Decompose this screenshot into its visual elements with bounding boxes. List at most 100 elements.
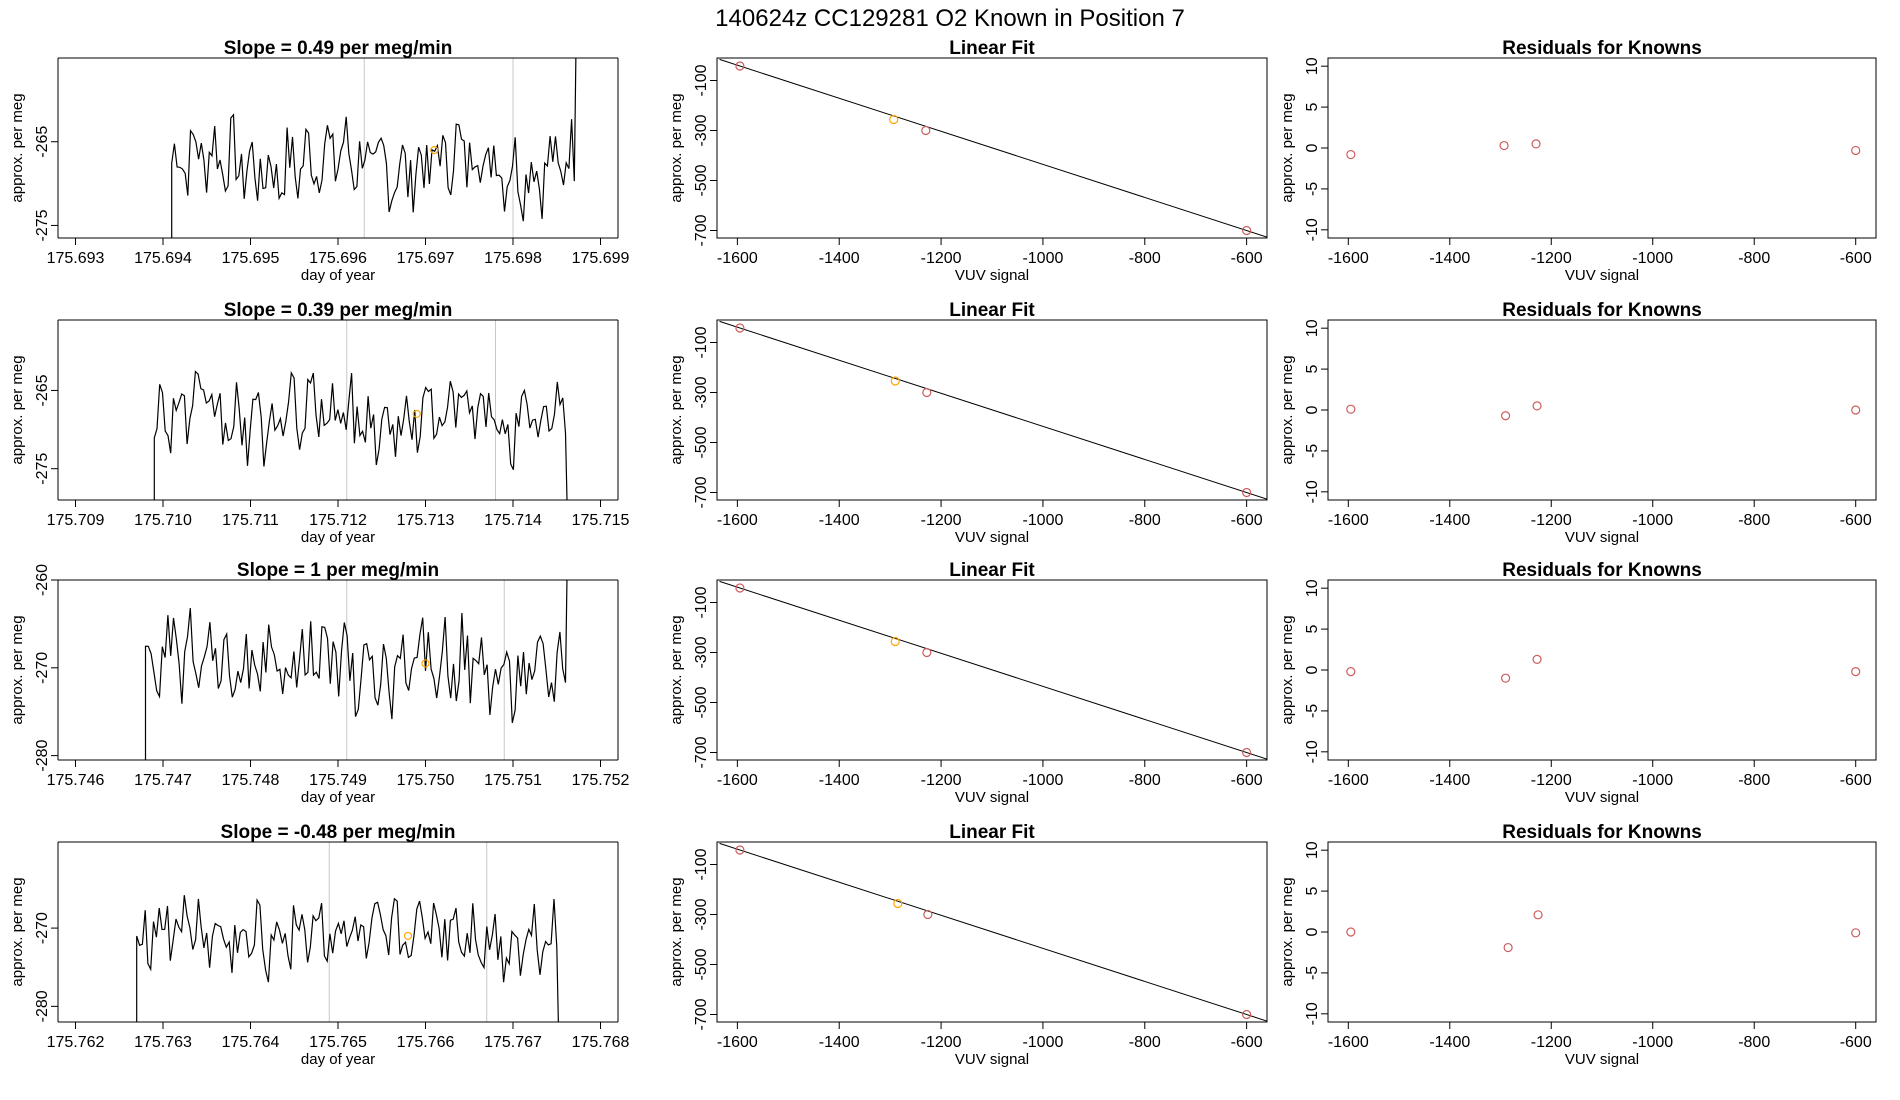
x-tick-label: 175.748 — [222, 772, 280, 789]
y-tick-label: 5 — [1304, 103, 1321, 112]
panel-residual-row-3: Residuals for Knowns -1600 -1400 -1200 -1000… — [1279, 560, 1877, 806]
x-axis-label: VUV signal — [1565, 267, 1639, 284]
x-tick-label: 175.696 — [309, 250, 367, 267]
data-point — [1242, 1009, 1252, 1020]
panel-title: Residuals for Knowns — [1502, 560, 1702, 581]
y-tick-label: -275 — [34, 453, 51, 485]
data-point — [1500, 673, 1511, 683]
x-tick-label: -800 — [1738, 250, 1770, 267]
fit-line — [719, 580, 1267, 760]
y-tick-label: 10 — [1304, 57, 1321, 75]
plot-frame — [716, 579, 1268, 761]
data-point — [1346, 667, 1356, 677]
data-point — [1851, 145, 1861, 156]
panel-data — [719, 58, 1267, 238]
signal-trace — [153, 370, 568, 500]
y-tick-label: -100 — [693, 586, 710, 618]
x-tick-label: -1200 — [1531, 1034, 1572, 1051]
y-tick-label: -700 — [693, 476, 710, 508]
y-axis-label: approx. per meg — [668, 93, 685, 202]
data-point — [1532, 401, 1542, 411]
plot-frame — [716, 841, 1268, 1023]
x-tick-label: -1600 — [717, 512, 758, 529]
data-point — [1346, 149, 1356, 160]
fit-line — [719, 842, 1267, 1022]
y-tick-label: -500 — [693, 686, 710, 718]
x-tick-label: -600 — [1231, 512, 1263, 529]
x-tick-label: -600 — [1840, 250, 1872, 267]
x-tick-label: 175.695 — [222, 250, 280, 267]
data-point — [1242, 487, 1252, 498]
x-tick-label: -1400 — [819, 772, 860, 789]
x-tick-label: 175.767 — [484, 1034, 542, 1051]
panel-fit-row-4: Linear Fit -1600 -1400 -1200 -1000 -800 -600 -1… — [668, 822, 1268, 1068]
x-axis-label: VUV signal — [955, 529, 1029, 546]
y-tick-label: 0 — [1304, 405, 1321, 414]
x-tick-label: 175.698 — [484, 250, 542, 267]
data-point — [735, 323, 745, 333]
signal-trace — [144, 580, 568, 760]
data-point — [893, 898, 903, 909]
x-tick-label: 175.714 — [484, 512, 542, 529]
x-tick-label: -1600 — [717, 1034, 758, 1051]
y-tick-label: 0 — [1304, 927, 1321, 936]
x-tick-label: -600 — [1231, 1034, 1263, 1051]
data-point — [921, 125, 931, 136]
x-tick-label: -1600 — [1328, 250, 1369, 267]
x-tick-label: -1400 — [819, 1034, 860, 1051]
x-tick-label: -600 — [1231, 250, 1263, 267]
panel-data — [1346, 910, 1861, 953]
x-tick-label: 175.749 — [309, 772, 367, 789]
x-tick-label: -1200 — [1531, 512, 1572, 529]
x-tick-label: -1200 — [1531, 772, 1572, 789]
x-tick-label: -1000 — [1632, 1034, 1673, 1051]
data-point — [889, 114, 899, 125]
y-axis-label: approx. per meg — [668, 615, 685, 724]
x-tick-label: 175.693 — [47, 250, 105, 267]
data-point — [922, 387, 932, 398]
data-point — [890, 376, 900, 386]
x-tick-label: 175.750 — [397, 772, 455, 789]
y-tick-label: -500 — [693, 426, 710, 458]
y-tick-label: -5 — [1304, 182, 1321, 196]
y-tick-label: -10 — [1304, 218, 1321, 241]
x-tick-label: 175.699 — [572, 250, 630, 267]
x-tick-label: -800 — [1129, 512, 1161, 529]
y-axis-label: approx. per meg — [1279, 615, 1296, 724]
panel-data — [1346, 139, 1861, 160]
plot-frame — [1327, 579, 1877, 761]
y-axis-label: approx. per meg — [1279, 355, 1296, 464]
y-tick-label: -270 — [34, 912, 51, 944]
mean-marker — [403, 931, 413, 941]
y-tick-label: -280 — [34, 990, 51, 1022]
x-tick-label: 175.709 — [47, 512, 105, 529]
data-point — [735, 583, 745, 593]
panel-data — [153, 320, 568, 500]
x-tick-label: 175.752 — [572, 772, 630, 789]
y-tick-label: -10 — [1304, 1002, 1321, 1025]
y-axis-label: approx. per meg — [9, 877, 26, 986]
fit-line — [719, 58, 1267, 238]
data-point — [890, 636, 900, 647]
y-tick-label: -700 — [693, 214, 710, 246]
x-tick-label: 175.710 — [134, 512, 192, 529]
x-tick-label: -1400 — [1429, 1034, 1470, 1051]
y-tick-label: -265 — [34, 126, 51, 158]
y-tick-label: 5 — [1304, 365, 1321, 374]
data-point — [923, 909, 933, 920]
data-point — [922, 647, 932, 658]
fit-line — [719, 320, 1267, 500]
data-point — [1503, 942, 1513, 953]
x-tick-label: -800 — [1738, 1034, 1770, 1051]
panel-title: Slope = 1 per meg/min — [237, 560, 439, 581]
panel-title: Linear Fit — [949, 822, 1035, 843]
x-tick-label: -800 — [1129, 1034, 1161, 1051]
y-tick-label: -500 — [693, 164, 710, 196]
y-axis-label: approx. per meg — [9, 615, 26, 724]
x-tick-label: -1400 — [819, 512, 860, 529]
x-tick-label: -1000 — [1022, 1034, 1063, 1051]
data-point — [1242, 225, 1252, 236]
x-tick-label: 175.715 — [572, 512, 630, 529]
x-axis-label: VUV signal — [1565, 789, 1639, 806]
